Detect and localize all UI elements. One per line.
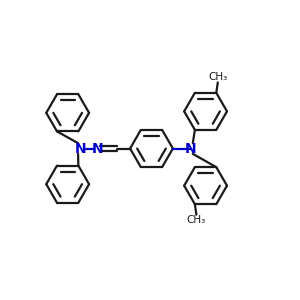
Text: CH₃: CH₃ <box>208 72 227 82</box>
Text: N: N <box>75 142 87 155</box>
Text: N: N <box>92 142 103 155</box>
Text: N: N <box>185 142 197 155</box>
Text: CH₃: CH₃ <box>187 215 206 225</box>
